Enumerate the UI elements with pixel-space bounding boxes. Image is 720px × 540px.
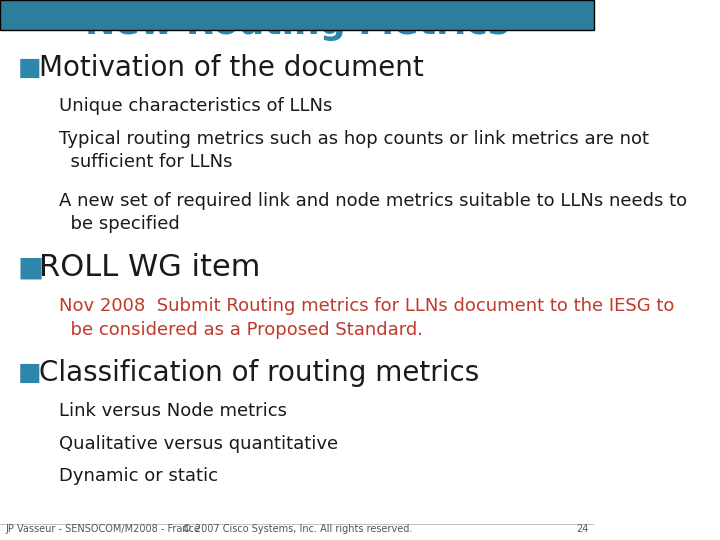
- Text: ■: ■: [18, 253, 44, 281]
- Text: Nov 2008  Submit Routing metrics for LLNs document to the IESG to
  be considere: Nov 2008 Submit Routing metrics for LLNs…: [60, 297, 675, 339]
- FancyBboxPatch shape: [0, 0, 594, 30]
- Text: ■: ■: [18, 361, 42, 384]
- Text: ■: ■: [18, 56, 42, 79]
- Text: Typical routing metrics such as hop counts or link metrics are not
  sufficient : Typical routing metrics such as hop coun…: [60, 130, 649, 171]
- Text: Unique characteristics of LLNs: Unique characteristics of LLNs: [60, 97, 333, 115]
- Text: A new set of required link and node metrics suitable to LLNs needs to
  be speci: A new set of required link and node metr…: [60, 192, 688, 233]
- Text: Link versus Node metrics: Link versus Node metrics: [60, 402, 287, 420]
- Text: 24: 24: [576, 523, 588, 534]
- Text: Qualitative versus quantitative: Qualitative versus quantitative: [60, 435, 338, 453]
- Text: New Routing Metrics: New Routing Metrics: [85, 8, 509, 41]
- Text: Classification of routing metrics: Classification of routing metrics: [39, 359, 479, 387]
- Text: ROLL WG item: ROLL WG item: [39, 253, 260, 282]
- Text: JP Vasseur - SENSOCOM/M2008 - France: JP Vasseur - SENSOCOM/M2008 - France: [6, 523, 201, 534]
- Text: © 2007 Cisco Systems, Inc. All rights reserved.: © 2007 Cisco Systems, Inc. All rights re…: [182, 523, 413, 534]
- Text: Motivation of the document: Motivation of the document: [39, 53, 423, 82]
- Text: Dynamic or static: Dynamic or static: [60, 467, 218, 485]
